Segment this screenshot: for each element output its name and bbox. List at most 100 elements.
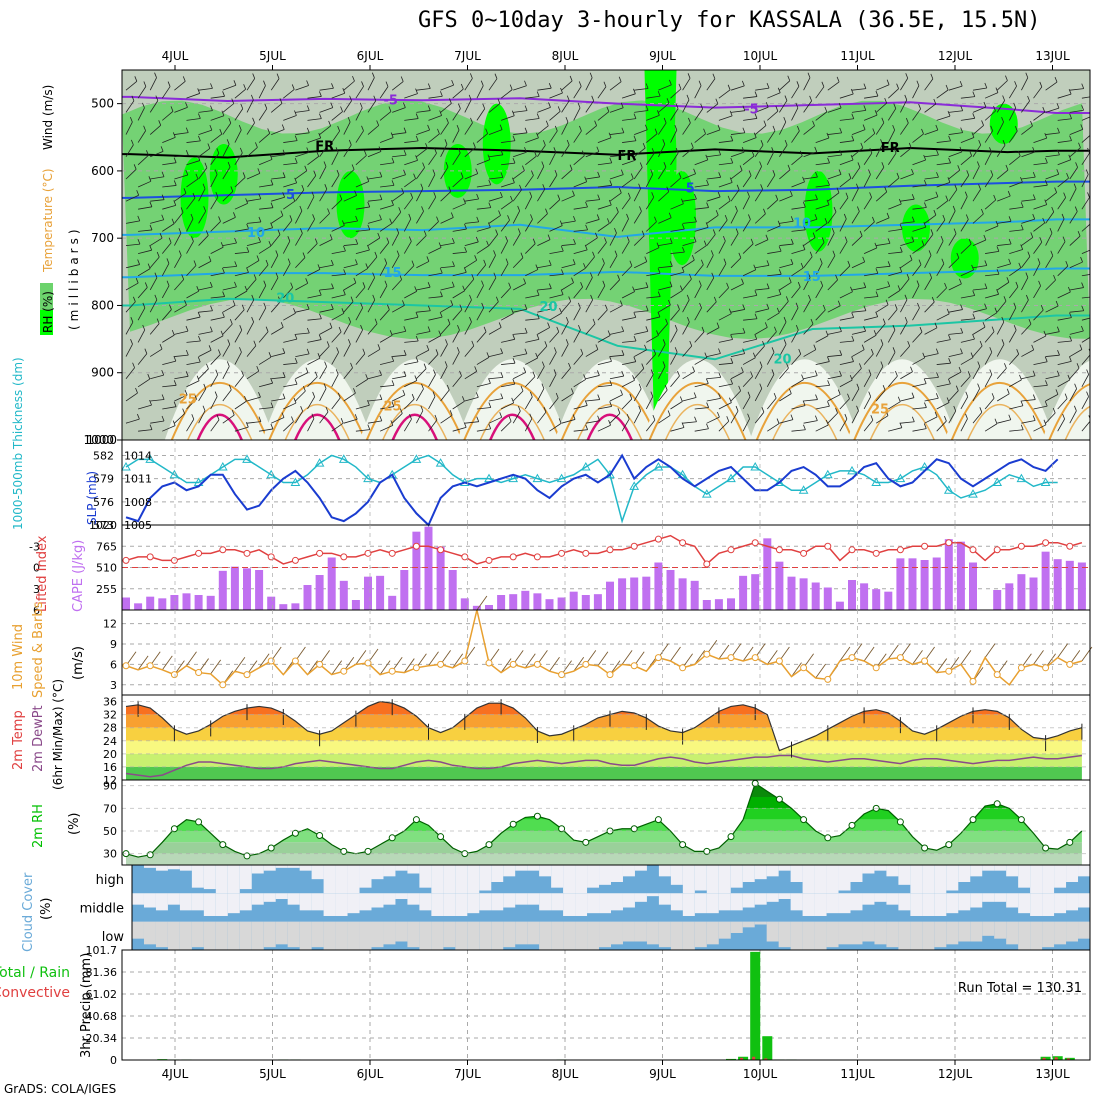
wind-barb <box>888 203 902 210</box>
wind-barb-flag <box>362 348 366 354</box>
wind-barb <box>803 100 812 113</box>
wind-barb-flag <box>444 361 448 367</box>
wind-barb <box>622 340 637 343</box>
wind-barb <box>658 122 667 135</box>
wind-barb-flag <box>226 361 230 367</box>
wind-barb <box>766 374 775 387</box>
wind-barb <box>985 273 1000 277</box>
wind-barb <box>392 330 406 335</box>
wind-barb <box>645 174 654 188</box>
wind-barb-flag <box>639 162 643 168</box>
wind-barb-flag <box>874 242 878 249</box>
cloud-cell-clear <box>311 893 325 911</box>
wind-barb-flag <box>880 361 884 367</box>
wind-barb <box>125 418 140 424</box>
wind-barb <box>658 166 667 180</box>
rh-high-patch <box>804 170 833 252</box>
thickness-line-point <box>508 473 519 483</box>
wind-barb-flag <box>946 308 950 315</box>
wind-barb <box>742 269 756 277</box>
cape-bar <box>751 574 760 610</box>
wind-barb <box>1057 197 1066 210</box>
wind-barb <box>149 299 158 313</box>
wind-barb <box>561 263 576 269</box>
wind-barb-flag <box>234 261 238 267</box>
wind-barb-flag <box>240 103 244 109</box>
wind-barb <box>851 330 866 335</box>
wind-barb-flag <box>197 356 201 363</box>
wind-barb <box>440 166 449 180</box>
cloud-cell-clear <box>515 865 528 871</box>
wind-barb-flag <box>181 274 185 280</box>
wind-barb <box>452 290 465 299</box>
wind-barb <box>609 154 624 158</box>
cloud-cell-clear <box>934 865 947 894</box>
wind-barb-flag <box>797 281 801 288</box>
wind-barb <box>767 423 780 432</box>
wind-barb-flag <box>242 172 246 178</box>
wind-speed-line-point <box>896 654 904 662</box>
lifted-index-line-point <box>509 553 517 561</box>
wind-barb <box>585 77 593 91</box>
wind-barb <box>573 405 588 410</box>
isotherm-25 <box>950 382 1049 440</box>
wind-barb-flag <box>197 155 201 161</box>
wind-barb-flag <box>1080 124 1084 130</box>
cloud-cell-clear <box>982 921 995 936</box>
cloud-cell-clear <box>239 921 253 950</box>
temperature-legend-label: Temperature (°C) <box>41 168 55 273</box>
thickness-line-point <box>822 469 833 479</box>
wind-barb <box>174 107 188 113</box>
cloud-cell <box>143 865 157 894</box>
wind-barb-flag <box>548 102 551 108</box>
wind-barb-flag <box>762 340 765 347</box>
cloud-cell-clear <box>814 921 828 950</box>
wind-barb-flag <box>1032 394 1036 400</box>
wind-barb <box>779 100 788 113</box>
wind-barb-flag <box>522 165 525 171</box>
wind-barb <box>404 93 418 99</box>
wind-10m-barb <box>549 656 560 672</box>
wind-barb-flag <box>183 188 187 194</box>
lifted-index-line-point <box>727 546 735 554</box>
wind-barb-flag <box>730 358 734 364</box>
wind-barb <box>694 85 702 99</box>
bottom-xtick-label: 4JUL <box>162 1067 189 1081</box>
cape-bar <box>339 580 348 610</box>
wind-barb <box>718 89 731 99</box>
wind-barb <box>1069 388 1077 402</box>
wind-barb-flag <box>536 290 540 296</box>
wind-barb <box>392 305 405 313</box>
wind-barb <box>549 152 557 165</box>
wind-barb-flag <box>512 157 516 164</box>
wind-barb-flag <box>476 193 479 200</box>
wind-barb-flag <box>136 190 140 196</box>
wind-barb-flag <box>379 171 383 178</box>
wind-barb-flag <box>706 423 709 429</box>
cape-bar <box>642 576 651 610</box>
wind-barb <box>1057 118 1072 121</box>
wind-barb-flag <box>1008 258 1012 265</box>
wind-barb <box>416 188 424 202</box>
wind-barb <box>670 290 683 299</box>
wind-barb-flag <box>754 91 758 97</box>
rh-2m-line-point <box>1042 844 1050 852</box>
wind-barb-flag <box>983 234 987 241</box>
wind-barb-flag <box>644 124 648 130</box>
lifted-index-line-point <box>485 556 493 564</box>
wind-barb-flag <box>360 302 363 309</box>
wind-barb <box>1021 100 1030 113</box>
wind-barb-flag <box>290 282 294 288</box>
wind-barb-flag <box>924 179 927 186</box>
cloud-cell-clear <box>742 865 756 882</box>
wind-barb <box>779 195 793 202</box>
wind-barb <box>936 240 944 254</box>
wind-barb-flag <box>911 168 914 175</box>
wind-barb-flag <box>198 135 201 142</box>
wind-barb <box>1057 140 1072 143</box>
wind-barb-flag <box>947 110 951 117</box>
wind-barb <box>900 397 915 402</box>
wind-barb <box>307 339 322 343</box>
rh-2m-line-point <box>170 825 178 833</box>
wind-barb <box>162 223 175 232</box>
